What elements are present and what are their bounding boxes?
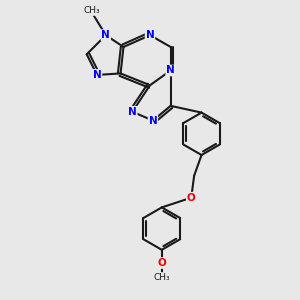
Text: O: O bbox=[187, 193, 196, 203]
Text: N: N bbox=[128, 107, 137, 117]
Text: O: O bbox=[158, 258, 166, 268]
Text: N: N bbox=[146, 30, 154, 40]
Text: CH₃: CH₃ bbox=[83, 6, 100, 15]
Text: N: N bbox=[148, 116, 157, 126]
Text: CH₃: CH₃ bbox=[154, 273, 170, 282]
Text: N: N bbox=[166, 65, 175, 76]
Text: N: N bbox=[101, 30, 110, 40]
Text: N: N bbox=[93, 70, 101, 80]
